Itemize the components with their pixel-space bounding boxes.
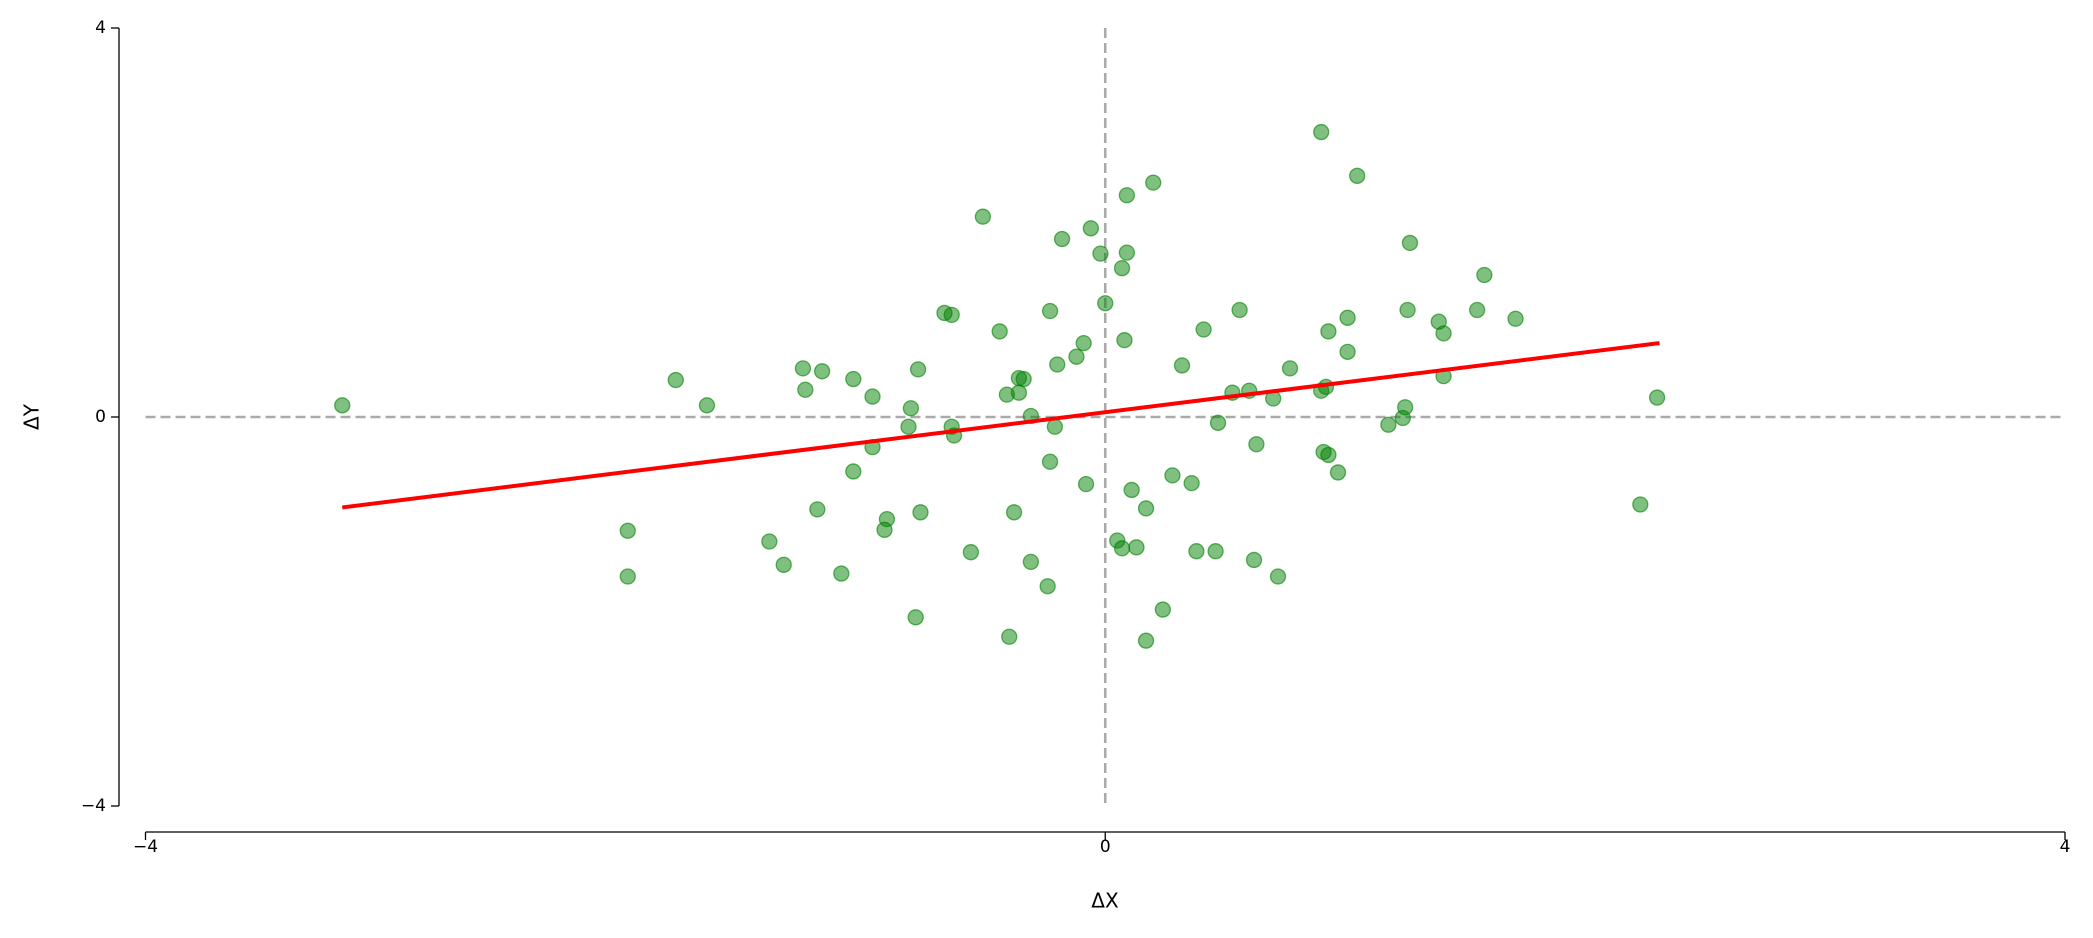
point xyxy=(1113,260,1131,277)
point xyxy=(1113,540,1131,557)
point xyxy=(1137,632,1155,649)
point xyxy=(809,501,826,518)
point xyxy=(909,361,927,378)
point xyxy=(1209,414,1227,431)
y-tick-label: −4 xyxy=(81,796,106,816)
point xyxy=(1041,302,1059,320)
point xyxy=(775,556,792,573)
y-tick-label: 4 xyxy=(95,18,106,38)
point xyxy=(1173,357,1191,374)
point xyxy=(1068,348,1085,365)
y-tick-label: 0 xyxy=(95,407,106,427)
x-axis-label: ΔX xyxy=(1091,889,1119,913)
point xyxy=(1397,399,1414,416)
point xyxy=(1001,628,1018,645)
point xyxy=(619,568,636,585)
point xyxy=(667,371,684,389)
point xyxy=(1380,416,1397,433)
point xyxy=(1128,539,1145,556)
point xyxy=(1123,481,1140,499)
point xyxy=(1399,301,1416,319)
point xyxy=(900,418,917,435)
point xyxy=(845,370,862,388)
x-tick-label: −4 xyxy=(133,837,158,857)
point xyxy=(1118,244,1135,261)
point xyxy=(1329,464,1347,481)
point xyxy=(1041,453,1059,470)
point xyxy=(943,306,960,324)
point xyxy=(794,360,812,377)
point xyxy=(1476,266,1493,284)
point xyxy=(1245,551,1263,569)
point xyxy=(1137,500,1155,517)
point xyxy=(1092,245,1109,262)
point xyxy=(1632,496,1649,513)
point xyxy=(1401,234,1419,252)
point xyxy=(1145,174,1162,191)
point xyxy=(1005,504,1023,521)
point xyxy=(813,363,831,380)
point xyxy=(912,504,929,521)
point xyxy=(1248,436,1265,453)
point xyxy=(1082,220,1100,237)
point xyxy=(1118,187,1135,204)
point xyxy=(698,397,716,414)
fit-line xyxy=(342,341,1660,510)
point xyxy=(1648,389,1666,406)
point xyxy=(876,521,893,538)
point xyxy=(1320,446,1337,464)
point xyxy=(1349,167,1366,184)
point xyxy=(1077,475,1095,493)
point xyxy=(1339,343,1356,360)
y-axis-label: ΔY xyxy=(20,403,44,430)
point xyxy=(845,463,862,480)
point xyxy=(1281,360,1299,377)
point xyxy=(907,609,924,626)
point xyxy=(797,381,814,398)
point xyxy=(1015,370,1032,388)
point xyxy=(1164,467,1181,484)
point xyxy=(1339,309,1356,326)
point xyxy=(334,397,351,414)
point xyxy=(1075,334,1092,352)
point xyxy=(1207,543,1224,560)
point xyxy=(619,522,636,539)
point xyxy=(1195,321,1212,338)
x-tick-label: 4 xyxy=(2060,837,2071,857)
point xyxy=(1097,295,1114,312)
point xyxy=(1010,384,1028,401)
point xyxy=(962,544,980,561)
point xyxy=(1320,323,1337,340)
point xyxy=(1022,553,1040,571)
point xyxy=(1231,301,1248,319)
point xyxy=(1188,543,1205,560)
point xyxy=(1469,301,1486,319)
x-tick-label: 0 xyxy=(1100,837,1111,857)
point xyxy=(991,323,1008,340)
point xyxy=(1154,601,1171,618)
point xyxy=(1039,578,1056,595)
point xyxy=(1507,310,1524,327)
point xyxy=(1435,325,1452,342)
point xyxy=(974,208,992,225)
point xyxy=(1053,230,1071,248)
point xyxy=(1183,474,1200,492)
point xyxy=(1116,332,1133,349)
point xyxy=(761,533,778,550)
point xyxy=(1046,418,1064,435)
point xyxy=(1049,356,1066,373)
point xyxy=(1313,123,1330,141)
point xyxy=(902,400,920,417)
point xyxy=(833,565,850,582)
point xyxy=(864,388,881,405)
point xyxy=(1269,568,1287,585)
